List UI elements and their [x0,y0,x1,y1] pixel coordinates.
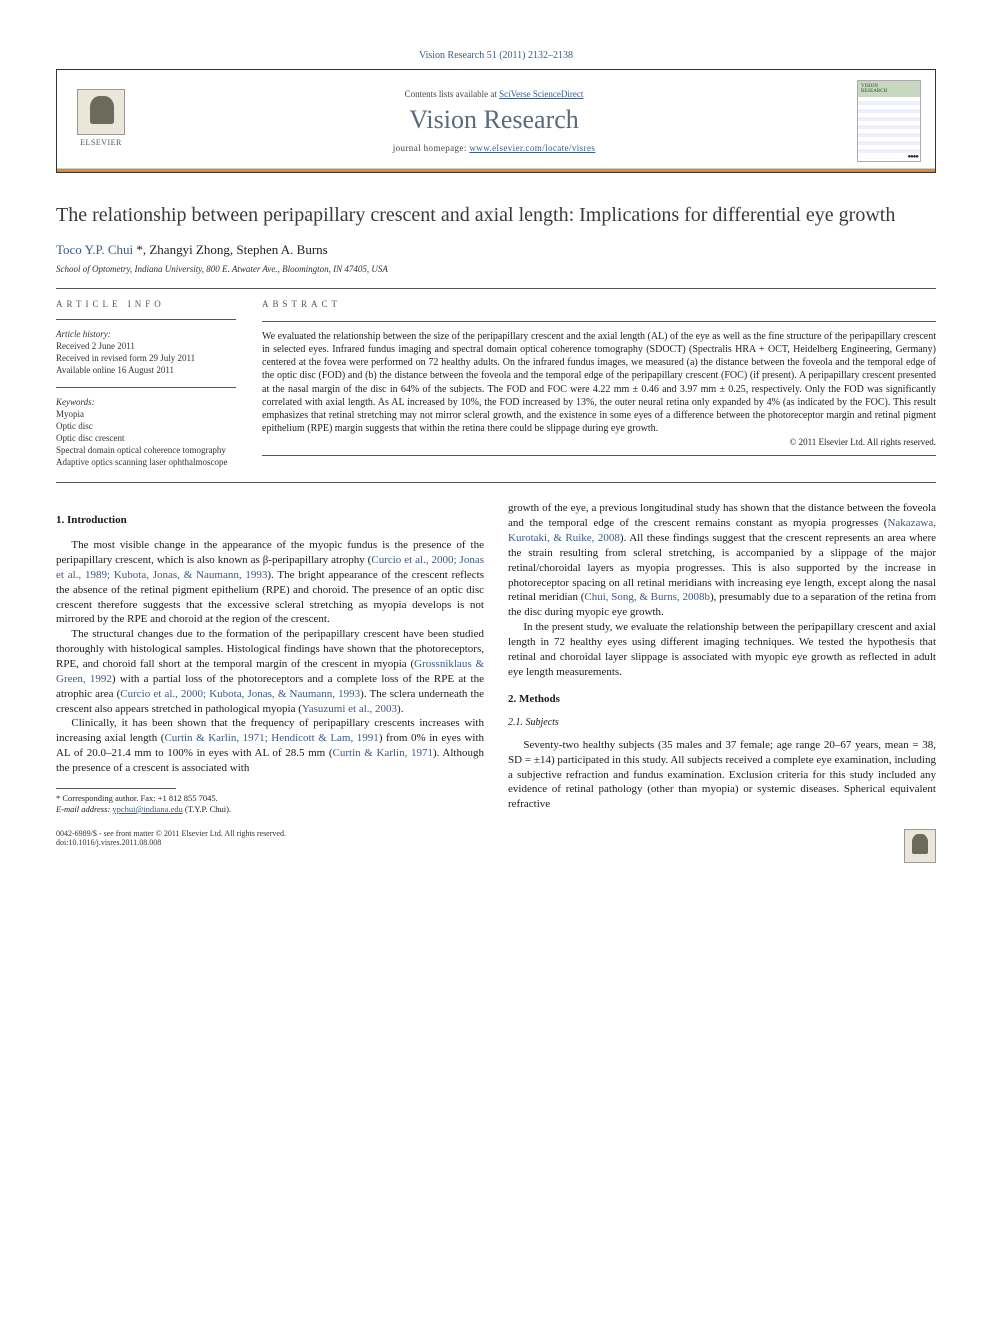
abstract-divider-bottom [262,455,936,456]
footnote-separator [56,788,176,789]
footer-left: 0042-6989/$ - see front matter © 2011 El… [56,829,286,863]
abstract-divider [262,321,936,322]
journal-cover-thumb: VISION RESEARCH ●●●● [857,80,921,162]
cover-foot: ●●●● [858,153,920,161]
article-title: The relationship between peripapillary c… [56,203,936,228]
authors-rest: *, Zhangyi Zhong, Stephen A. Burns [133,242,328,257]
history-received: Received 2 June 2011 [56,340,236,352]
email-label: E-mail address: [56,804,112,814]
abstract-copyright: © 2011 Elsevier Ltd. All rights reserved… [262,437,936,449]
homepage-line: journal homepage: www.elsevier.com/locat… [131,143,857,153]
cover-body [858,97,920,153]
info-divider [56,319,236,320]
page: Vision Research 51 (2011) 2132–2138 ELSE… [0,0,992,903]
elsevier-label: ELSEVIER [80,138,122,147]
abstract-text: We evaluated the relationship between th… [262,330,936,436]
reference-link[interactable]: Curcio et al., 2000; Kubota, Jonas, & Na… [120,688,360,700]
contents-prefix: Contents lists available at [405,89,499,99]
history-revised: Received in revised form 29 July 2011 [56,352,236,364]
homepage-link[interactable]: www.elsevier.com/locate/visres [469,143,595,153]
keyword-3: Optic disc crescent [56,432,236,444]
para-3: Clinically, it has been shown that the f… [56,716,484,775]
abstract-heading: ABSTRACT [262,299,936,311]
elsevier-footer-icon [904,829,936,863]
contents-line: Contents lists available at SciVerse Sci… [131,89,857,99]
footnotes: * Corresponding author. Fax: +1 812 855 … [56,793,484,815]
corresponding-note: * Corresponding author. Fax: +1 812 855 … [56,793,484,804]
email-line: E-mail address: ypchui@indiana.edu (T.Y.… [56,804,484,815]
meta-row: ARTICLE INFO Article history: Received 2… [56,299,936,468]
history-online: Available online 16 August 2011 [56,364,236,376]
journal-header: ELSEVIER Contents lists available at Sci… [56,69,936,173]
affiliation: School of Optometry, Indiana University,… [56,264,936,274]
header-top: ELSEVIER Contents lists available at Sci… [57,70,935,169]
p3d: growth of the eye, a previous longitudin… [508,502,936,529]
keyword-5: Adaptive optics scanning laser ophthalmo… [56,456,236,468]
accent-bar [57,169,935,172]
keyword-1: Myopia [56,408,236,420]
keywords-title: Keywords: [56,396,236,408]
para-5: Seventy-two healthy subjects (35 males a… [508,738,936,812]
keyword-2: Optic disc [56,420,236,432]
article-info-col: ARTICLE INFO Article history: Received 2… [56,299,236,468]
para-4: In the present study, we evaluate the re… [508,620,936,679]
body-columns: 1. Introduction The most visible change … [56,501,936,814]
cover-dots-icon: ●●●● [908,154,919,160]
reference-link[interactable]: Chui, Song, & Burns, 2008b [584,591,710,603]
section-2-1-heading: 2.1. Subjects [508,716,936,730]
article-info-heading: ARTICLE INFO [56,299,236,309]
divider-mid [56,482,936,483]
keyword-4: Spectral domain optical coherence tomogr… [56,444,236,456]
journal-name: Vision Research [131,105,857,135]
p2d: ). [397,703,403,715]
section-1-heading: 1. Introduction [56,513,484,528]
homepage-prefix: journal homepage: [393,143,470,153]
para-1: The most visible change in the appearanc… [56,538,484,627]
corresponding-author-link[interactable]: Toco Y.P. Chui [56,242,133,257]
abstract-col: ABSTRACT We evaluated the relationship b… [262,299,936,468]
footer-front-matter: 0042-6989/$ - see front matter © 2011 El… [56,829,286,838]
email-link[interactable]: ypchui@indiana.edu [112,804,182,814]
authors-line: Toco Y.P. Chui *, Zhangyi Zhong, Stephen… [56,242,936,258]
email-tail: (T.Y.P. Chui). [183,804,231,814]
cover-line2: RESEARCH [861,89,920,94]
divider-top [56,288,936,289]
history-title: Article history: [56,328,236,340]
citation-line: Vision Research 51 (2011) 2132–2138 [56,50,936,61]
para-2: The structural changes due to the format… [56,627,484,716]
section-2-heading: 2. Methods [508,692,936,707]
elsevier-logo: ELSEVIER [71,89,131,153]
sciencedirect-link[interactable]: SciVerse ScienceDirect [499,89,583,99]
info-divider-2 [56,387,236,388]
footer-doi: doi:10.1016/j.visres.2011.08.008 [56,838,286,847]
reference-link[interactable]: Curtin & Karlin, 1971; Hendicott & Lam, … [164,732,378,744]
cover-banner: VISION RESEARCH [858,81,920,97]
elsevier-tree-icon [77,89,125,135]
reference-link[interactable]: Yasuzumi et al., 2003 [302,703,397,715]
header-center: Contents lists available at SciVerse Sci… [131,89,857,153]
page-footer: 0042-6989/$ - see front matter © 2011 El… [56,829,936,863]
reference-link[interactable]: Curtin & Karlin, 1971 [333,747,433,759]
para-3-cont: growth of the eye, a previous longitudin… [508,501,936,620]
